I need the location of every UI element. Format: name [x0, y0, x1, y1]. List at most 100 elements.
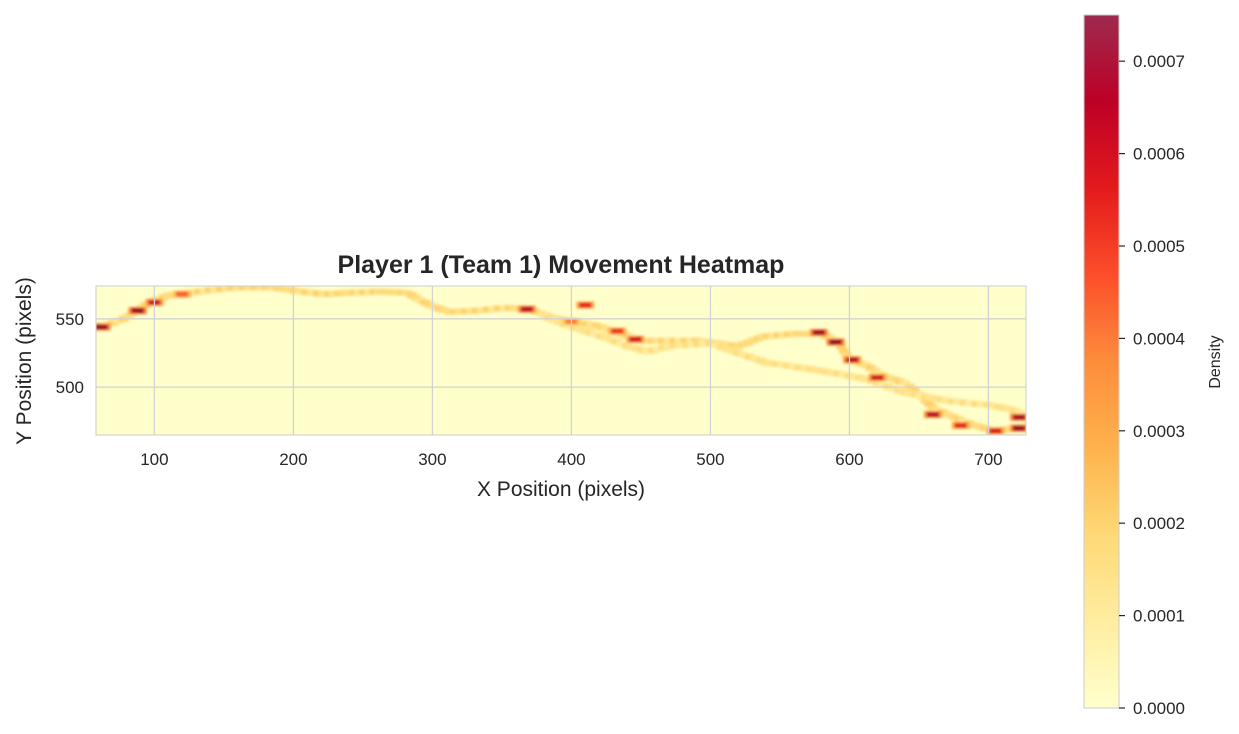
density-hotspot-core: [871, 375, 884, 381]
density-cell: [889, 376, 900, 383]
density-cell: [669, 342, 680, 349]
density-cell: [194, 288, 205, 295]
density-cell: [811, 366, 822, 373]
density-hotspot-core: [176, 291, 189, 297]
density-cell: [611, 339, 622, 345]
density-cell: [591, 322, 602, 329]
density-cell: [920, 393, 931, 400]
density-cell: [354, 289, 365, 296]
density-cell: [959, 399, 970, 406]
density-hotspot-core: [96, 324, 108, 330]
density-cell: [460, 308, 471, 315]
density-cell: [687, 341, 698, 348]
density-cell: [900, 380, 911, 387]
density-cell: [295, 288, 306, 295]
density-cell: [284, 286, 295, 293]
x-tick-label: 700: [974, 450, 1002, 469]
density-cell: [652, 337, 663, 344]
density-cell: [861, 376, 872, 382]
density-cell: [289, 287, 300, 294]
density-cell: [256, 286, 266, 291]
density-cell: [658, 344, 669, 351]
density-cell: [647, 337, 658, 344]
density-cell: [554, 319, 565, 326]
density-hotspot-core: [1013, 425, 1025, 431]
density-cell: [727, 348, 738, 355]
colorbar-tick-label: 0.0007: [1133, 52, 1185, 71]
density-cell: [768, 332, 779, 339]
density-cell: [999, 405, 1010, 411]
density-cell: [369, 288, 380, 295]
density-cell: [915, 392, 926, 399]
colorbar-tick-label: 0.0004: [1133, 329, 1185, 348]
density-cell: [549, 317, 559, 324]
x-tick-label: 300: [418, 450, 446, 469]
y-tick-label: 550: [56, 310, 84, 329]
density-cell: [755, 357, 766, 364]
density-cell: [833, 370, 844, 377]
density-cell: [936, 396, 947, 403]
x-axis-label: X Position (pixels): [477, 478, 645, 501]
density-cell: [924, 401, 935, 408]
density-cell: [494, 305, 505, 312]
density-cell: [909, 387, 920, 394]
density-hotspot-core: [812, 330, 825, 335]
chart-title: Player 1 (Team 1) Movement Heatmap: [338, 251, 785, 279]
density-cell: [716, 344, 727, 351]
density-cell: [538, 313, 549, 320]
y-axis-ticks: 500 550: [56, 310, 84, 397]
density-cell: [669, 337, 680, 344]
x-tick-label: 200: [279, 450, 307, 469]
density-hotspot-core: [579, 302, 592, 308]
density-cell: [658, 337, 669, 344]
density-cell: [888, 385, 899, 392]
density-cell: [681, 342, 692, 348]
density-hotspot-core: [829, 339, 842, 345]
density-cell: [244, 286, 255, 291]
density-cell: [693, 341, 704, 348]
density-cell: [380, 288, 391, 295]
density-cell: [894, 378, 905, 385]
density-cell: [800, 365, 810, 372]
density-cell: [596, 324, 607, 331]
density-cell: [1015, 409, 1026, 416]
density-cell: [763, 333, 774, 340]
density-cell: [855, 374, 866, 381]
density-cell: [391, 289, 402, 296]
density-cell: [107, 319, 118, 326]
colorbar-tick-label: 0.0001: [1133, 607, 1185, 626]
density-cell: [965, 400, 976, 407]
density-cell: [838, 347, 849, 354]
density-cell: [301, 289, 312, 296]
density-cell: [113, 317, 124, 324]
colorbar-tick-label: 0.0002: [1133, 514, 1185, 533]
density-cell: [642, 348, 653, 355]
density-cell: [691, 337, 702, 344]
density-cell: [1009, 407, 1020, 414]
density-cell: [163, 292, 174, 299]
density-cell: [738, 351, 749, 358]
density-cell: [905, 390, 916, 397]
density-cell: [606, 337, 617, 343]
density-cell: [841, 352, 852, 359]
density-cell: [969, 422, 980, 429]
density-cell: [827, 369, 838, 376]
density-cell: [648, 347, 659, 354]
density-cell: [622, 343, 632, 350]
density-cell: [974, 423, 985, 430]
density-hotspot-core: [846, 357, 859, 363]
density-cell: [822, 368, 833, 375]
density-cell: [601, 326, 612, 333]
density-cell: [761, 359, 771, 366]
density-cell: [900, 389, 911, 396]
density-cell: [641, 337, 652, 344]
density-cell: [449, 308, 460, 315]
density-cell: [313, 290, 324, 297]
density-cell: [632, 345, 643, 352]
density-cell: [805, 366, 816, 373]
density-cell: [800, 330, 810, 337]
density-cell: [836, 343, 847, 350]
density-cell: [855, 360, 866, 367]
density-cell: [267, 286, 278, 291]
y-tick-label: 500: [56, 378, 84, 397]
